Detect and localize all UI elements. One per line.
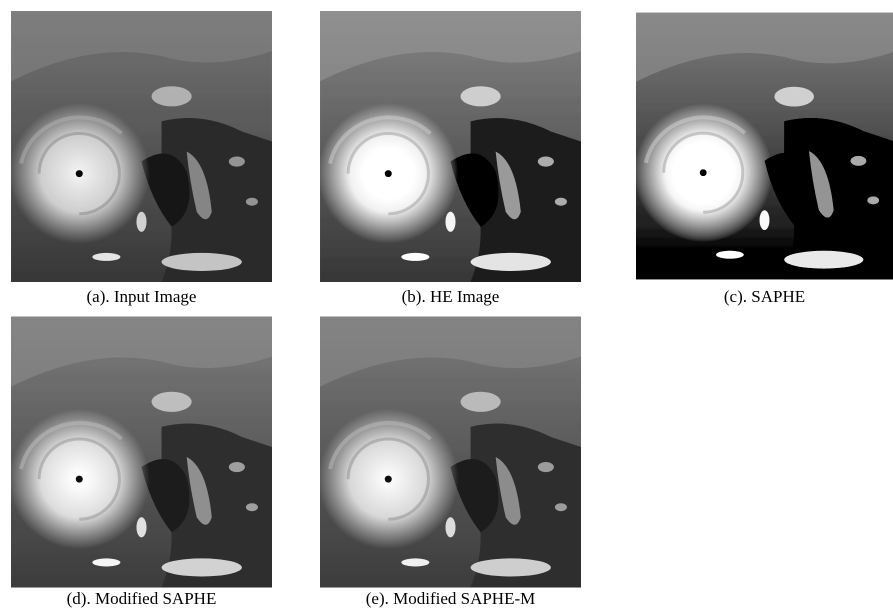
image-panel xyxy=(11,11,272,282)
image-panel xyxy=(320,11,581,282)
satellite-image xyxy=(636,9,893,283)
image-panel xyxy=(11,316,272,588)
caption: (e). Modified SAPHE-M xyxy=(320,589,581,609)
caption: (d). Modified SAPHE xyxy=(11,589,272,609)
satellite-image xyxy=(11,316,272,588)
satellite-image xyxy=(11,11,272,282)
image-panel xyxy=(320,316,581,588)
caption: (b). HE Image xyxy=(320,287,581,307)
satellite-image xyxy=(320,316,581,588)
satellite-image xyxy=(320,11,581,282)
caption: (c). SAPHE xyxy=(636,287,893,307)
figure: (a). Input Image (b). HE Image (c). SAPH… xyxy=(0,0,893,610)
caption: (a). Input Image xyxy=(11,287,272,307)
image-panel xyxy=(636,9,893,283)
